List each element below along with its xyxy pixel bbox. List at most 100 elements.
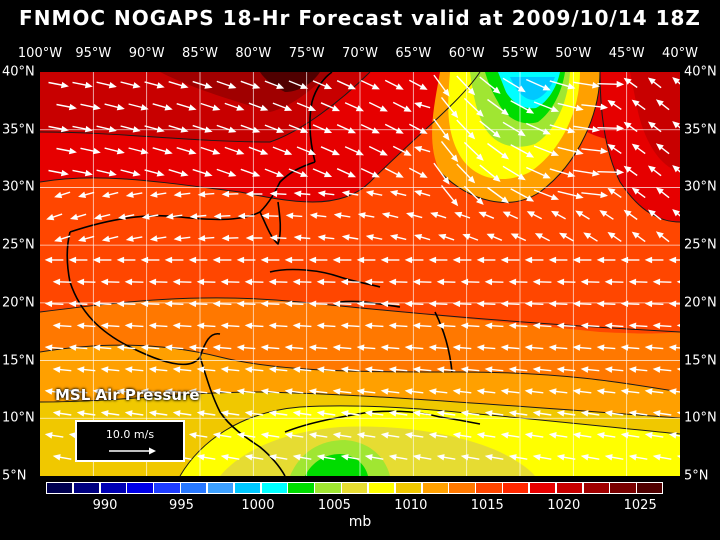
wind-vector-head <box>428 256 437 264</box>
wind-vector-head <box>268 366 277 373</box>
wind-vector-shaft <box>526 166 547 178</box>
map-title: FNMOC NOGAPS 18-Hr Forecast valid at 200… <box>19 6 701 30</box>
wind-vector-shaft <box>597 171 620 173</box>
wind-vector-head <box>236 104 245 111</box>
wind-vector-head <box>284 256 293 264</box>
wind-vector-head <box>188 148 197 155</box>
wind-vector-head <box>478 211 487 218</box>
wind-vector-shaft <box>240 80 257 88</box>
wind-vector-head <box>596 256 605 264</box>
wind-vector-head <box>292 278 301 286</box>
wind-vector-head <box>317 190 326 197</box>
colorbar-swatch <box>126 482 154 494</box>
wind-vector-head <box>340 410 349 417</box>
wind-vector-head <box>316 454 325 461</box>
wind-vector-head <box>93 213 102 220</box>
wind-vector-head <box>508 366 517 373</box>
wind-vector-head <box>164 256 173 264</box>
colorbar-swatch <box>99 482 127 494</box>
longitude-label: 100°W <box>17 46 63 61</box>
wind-vector-shaft <box>502 121 523 135</box>
wind-vector-head <box>84 169 93 177</box>
colorbar-swatch <box>260 482 288 494</box>
wind-vector-head <box>237 212 246 220</box>
wind-vector-head <box>212 148 221 155</box>
wind-vector-head <box>269 190 278 198</box>
wind-vector-head <box>644 432 653 439</box>
wind-vector-head <box>197 234 206 242</box>
wind-vector-head <box>604 322 613 330</box>
wind-vector-head <box>244 278 253 286</box>
wind-vector-head <box>52 322 61 330</box>
wind-vector-head <box>404 432 413 439</box>
wind-vector-head <box>484 410 493 417</box>
wind-vector-head <box>92 103 101 111</box>
wind-vector-head <box>323 83 333 90</box>
wind-vector-head <box>532 454 541 461</box>
wind-vector-head <box>580 454 589 461</box>
wind-vector-head <box>548 344 557 351</box>
wind-vector-head <box>452 432 461 439</box>
wind-vector-head <box>419 127 428 134</box>
wind-vector-head <box>308 344 317 351</box>
wind-vector-head <box>592 82 600 89</box>
wind-vector-head <box>600 147 609 155</box>
wind-vector-head <box>620 300 629 308</box>
wind-vector-head <box>500 300 509 308</box>
wind-vector-head <box>436 366 445 373</box>
wind-vector-head <box>284 148 293 155</box>
wind-vector-head <box>68 103 77 111</box>
wind-vector-head <box>124 410 133 417</box>
wind-vector-head <box>532 278 541 286</box>
wind-vector-head <box>484 454 493 461</box>
wind-vector-head <box>548 432 557 439</box>
wind-vector-head <box>452 300 461 308</box>
wind-vector-head <box>244 454 253 461</box>
pressure-trough-1000 <box>510 77 555 100</box>
colorbar-swatch <box>72 482 101 494</box>
colorbar-tick-label: 1010 <box>394 498 428 513</box>
wind-vector-shaft <box>487 186 506 202</box>
latitude-label-right: 5°N <box>684 468 709 484</box>
wind-vector-head <box>524 388 533 395</box>
wind-vector-head <box>451 198 459 207</box>
wind-vector-head <box>451 110 459 119</box>
wind-vector-head <box>331 105 341 112</box>
wind-vector-head <box>484 366 493 373</box>
wind-vector-shaft <box>264 168 281 176</box>
wind-vector-shaft <box>510 188 531 200</box>
wind-vector-head <box>101 235 110 242</box>
wind-vector-head <box>84 125 93 133</box>
wind-vector-head <box>508 322 517 330</box>
wind-vector-head <box>596 388 605 395</box>
wind-vector-head <box>388 454 397 461</box>
wind-vector-head <box>292 366 301 373</box>
wind-vector-head <box>156 126 165 133</box>
wind-vector-head <box>628 454 637 461</box>
wind-vector-head <box>672 121 680 129</box>
wind-vector-head <box>631 143 640 151</box>
wind-vector-head <box>60 169 69 177</box>
wind-vector-head <box>268 278 277 286</box>
wind-vector-shaft <box>573 125 596 131</box>
wind-vector-head <box>462 233 471 240</box>
wind-vector-head <box>652 278 661 286</box>
wind-vector-head <box>517 129 526 137</box>
wind-vector-shaft <box>456 75 473 93</box>
wind-vector-head <box>236 344 245 351</box>
wind-vector-head <box>380 344 389 351</box>
wind-vector-head <box>550 105 560 113</box>
wind-vector-head <box>452 256 461 264</box>
wind-vector-head <box>628 278 637 286</box>
latitude-label-left: 25°N <box>2 237 35 253</box>
wind-vector-head <box>220 278 229 286</box>
wind-vector-head <box>379 105 388 112</box>
wind-vector-head <box>220 322 229 330</box>
wind-vector-shaft <box>240 168 257 176</box>
wind-vector-head <box>652 322 661 330</box>
wind-vector-head <box>412 454 421 461</box>
colorbar-swatch <box>367 482 396 494</box>
wind-vector-head <box>332 300 341 308</box>
wind-vector-head <box>268 322 277 330</box>
wind-vector-head <box>52 410 61 417</box>
